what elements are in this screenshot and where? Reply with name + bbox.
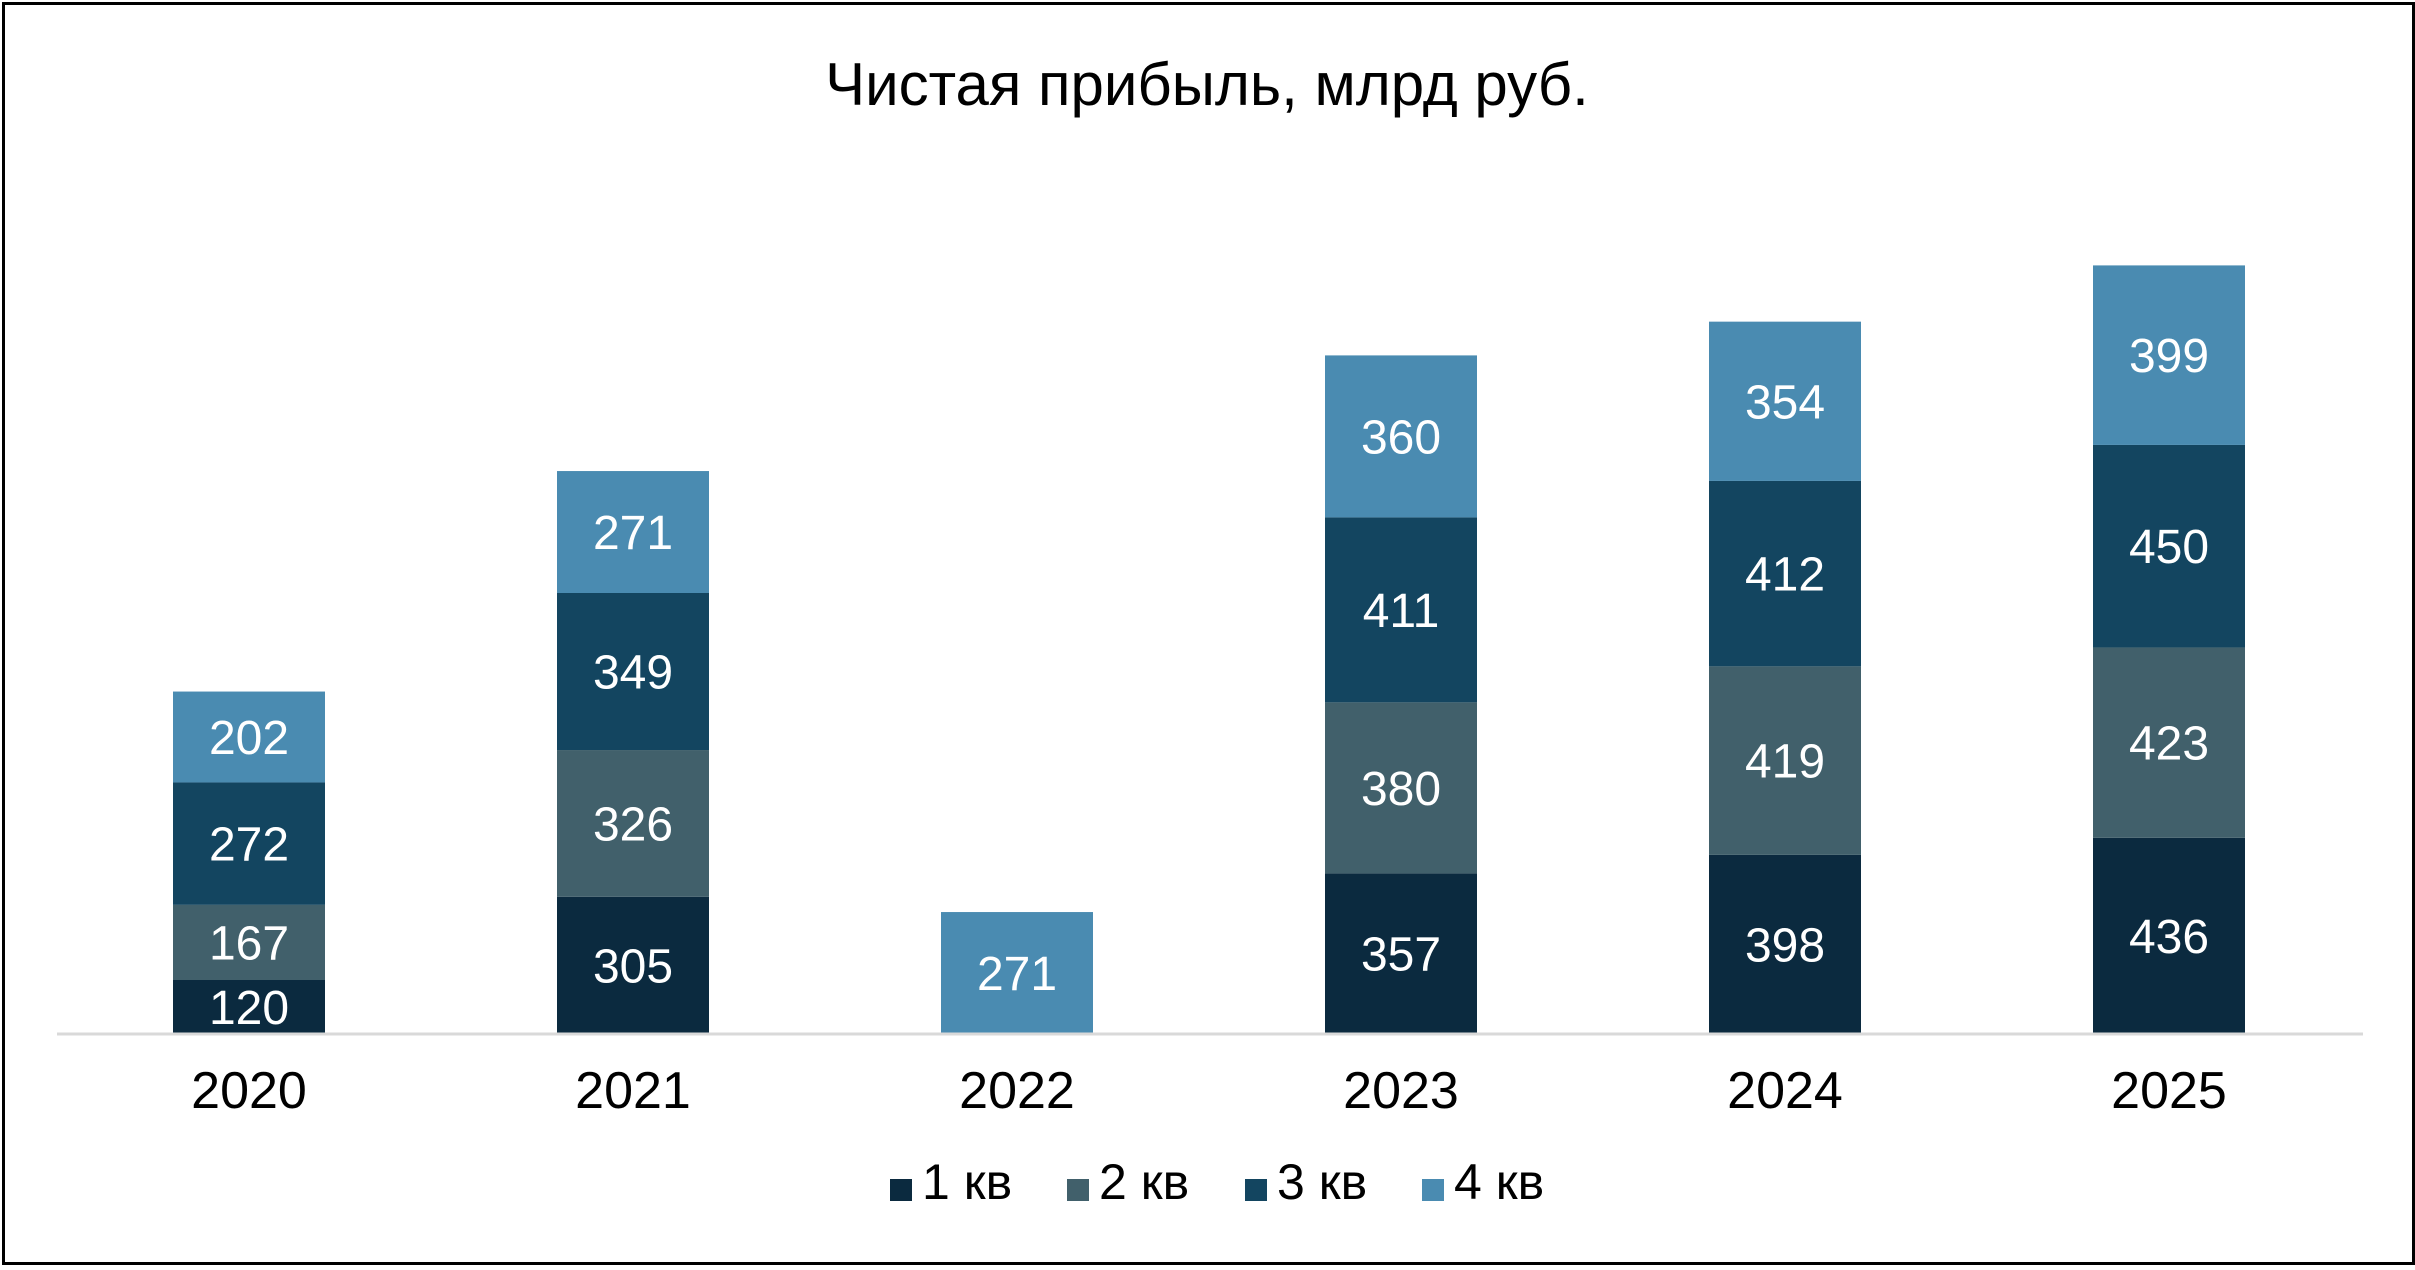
bar-2023-q1 [1325, 873, 1477, 1034]
bar-2023-q4 [1325, 355, 1477, 518]
data-label-2023-q3: 411 [1363, 585, 1440, 638]
x-tick-label-2022: 2022 [959, 1062, 1075, 1120]
bar-2023-q2 [1325, 702, 1477, 874]
legend-label-q3: 3 кв [1277, 1154, 1367, 1210]
x-tick-label-2021: 2021 [575, 1062, 691, 1120]
data-label-2023-q2: 380 [1361, 763, 1441, 816]
x-tick-label-2023: 2023 [1343, 1062, 1459, 1120]
bar-2021-q3 [557, 593, 709, 751]
data-label-2021-q1: 305 [593, 940, 673, 993]
bar-2025-q2 [2093, 647, 2245, 838]
data-label-2025-q4: 399 [2129, 330, 2209, 383]
data-label-2020-q3: 272 [209, 819, 289, 872]
bar-2022-q4 [941, 912, 1093, 1034]
data-label-2020-q2: 167 [209, 917, 289, 970]
data-label-2024-q1: 398 [1745, 919, 1825, 972]
bar-2021-q1 [557, 896, 709, 1034]
bar-2023-q3 [1325, 517, 1477, 703]
x-tick-label-2024: 2024 [1727, 1062, 1843, 1120]
bar-2024-q1 [1709, 854, 1861, 1034]
data-label-2022-q4: 271 [977, 948, 1057, 1001]
data-label-2021-q2: 326 [593, 798, 673, 851]
x-axis-ticks: 2020 2021 2022 2023 2024 2025 [191, 1062, 2227, 1120]
data-label-2021-q3: 349 [593, 647, 673, 700]
chart-canvas: Чистая прибыль, млрд руб. 120 167 272 202 30… [57, 51, 2363, 1210]
data-label-2025-q1: 436 [2129, 911, 2209, 964]
legend-label-q2: 2 кв [1099, 1154, 1189, 1210]
bar-2020-q4 [173, 691, 325, 783]
bar-2024-q4 [1709, 321, 1861, 481]
chart-title: Чистая прибыль, млрд руб. [825, 51, 1589, 118]
data-label-2023-q1: 357 [1361, 929, 1441, 982]
x-tick-label-2025: 2025 [2111, 1062, 2227, 1120]
bar-2021-q4 [557, 471, 709, 593]
bar-2020-q1 [173, 980, 325, 1034]
data-label-2023-q4: 360 [1361, 411, 1441, 464]
legend-label-q1: 1 кв [922, 1154, 1012, 1210]
bars-layer: 120 167 272 202 305 326 349 271 271 357 380 411 360 3… [173, 265, 2245, 1035]
data-label-2024-q2: 419 [1745, 736, 1825, 789]
data-label-2024-q4: 354 [1745, 376, 1825, 429]
legend-label-q4: 4 кв [1454, 1154, 1544, 1210]
bar-2020-q3 [173, 782, 325, 905]
legend-swatch-q3 [1245, 1179, 1267, 1201]
legend-swatch-q1 [890, 1179, 912, 1201]
x-tick-label-2020: 2020 [191, 1062, 307, 1120]
data-label-2024-q3: 412 [1745, 549, 1825, 602]
bar-2025-q1 [2093, 837, 2245, 1034]
bar-2020-q2 [173, 904, 325, 980]
bar-2021-q2 [557, 750, 709, 897]
bar-2024-q3 [1709, 480, 1861, 667]
legend-swatch-q2 [1067, 1179, 1089, 1201]
bar-2025-q3 [2093, 444, 2245, 648]
bar-2024-q2 [1709, 666, 1861, 855]
data-label-2020-q4: 202 [209, 712, 289, 765]
data-label-2021-q4: 271 [593, 507, 673, 560]
legend-swatch-q4 [1422, 1179, 1444, 1201]
data-label-2025-q3: 450 [2129, 521, 2209, 574]
data-label-2025-q2: 423 [2129, 718, 2209, 771]
bar-2025-q4 [2093, 265, 2245, 445]
data-label-2020-q1: 120 [209, 982, 289, 1035]
legend: 1 кв 2 кв 3 кв 4 кв [890, 1154, 1544, 1210]
